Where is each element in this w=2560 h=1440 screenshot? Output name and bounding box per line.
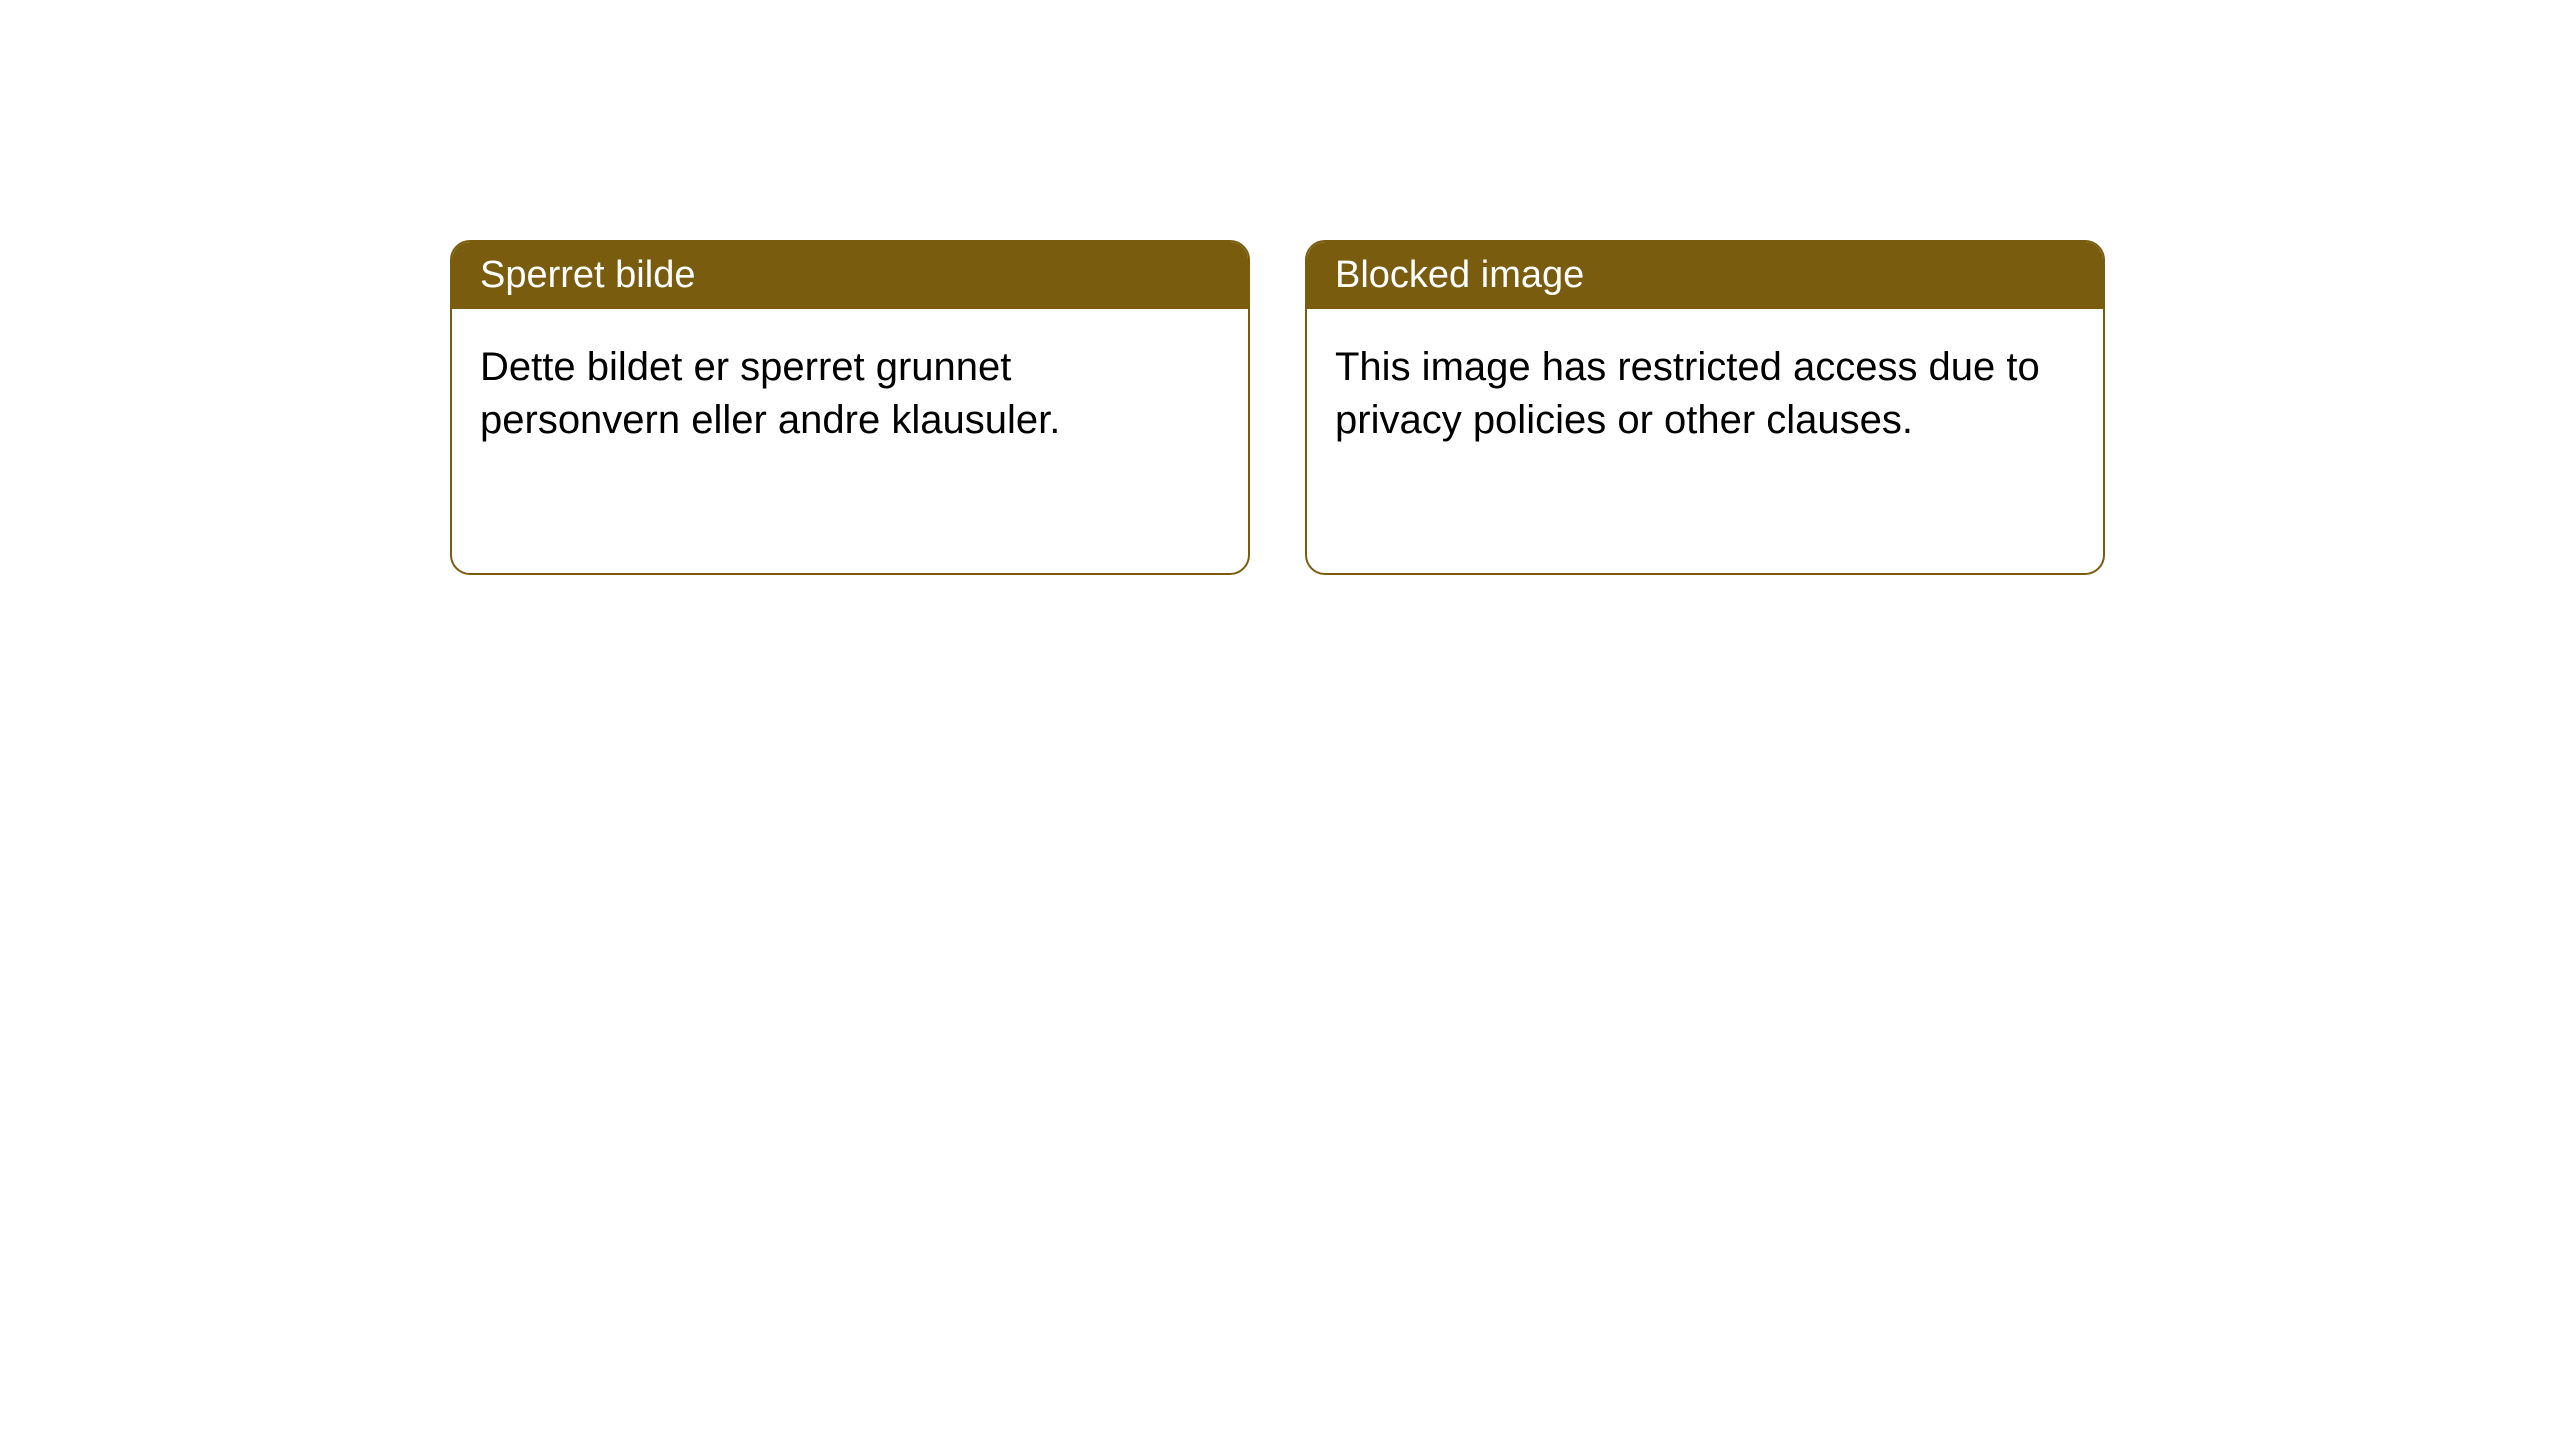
card-body-text: This image has restricted access due to … xyxy=(1335,345,2040,442)
card-header: Sperret bilde xyxy=(452,242,1248,309)
card-title: Blocked image xyxy=(1335,254,1584,296)
card-body: Dette bildet er sperret grunnet personve… xyxy=(452,309,1248,479)
card-header: Blocked image xyxy=(1307,242,2103,309)
card-body: This image has restricted access due to … xyxy=(1307,309,2103,479)
notice-container: Sperret bilde Dette bildet er sperret gr… xyxy=(450,240,2105,575)
card-body-text: Dette bildet er sperret grunnet personve… xyxy=(480,345,1060,442)
notice-card-norwegian: Sperret bilde Dette bildet er sperret gr… xyxy=(450,240,1250,575)
notice-card-english: Blocked image This image has restricted … xyxy=(1305,240,2105,575)
card-title: Sperret bilde xyxy=(480,254,695,296)
